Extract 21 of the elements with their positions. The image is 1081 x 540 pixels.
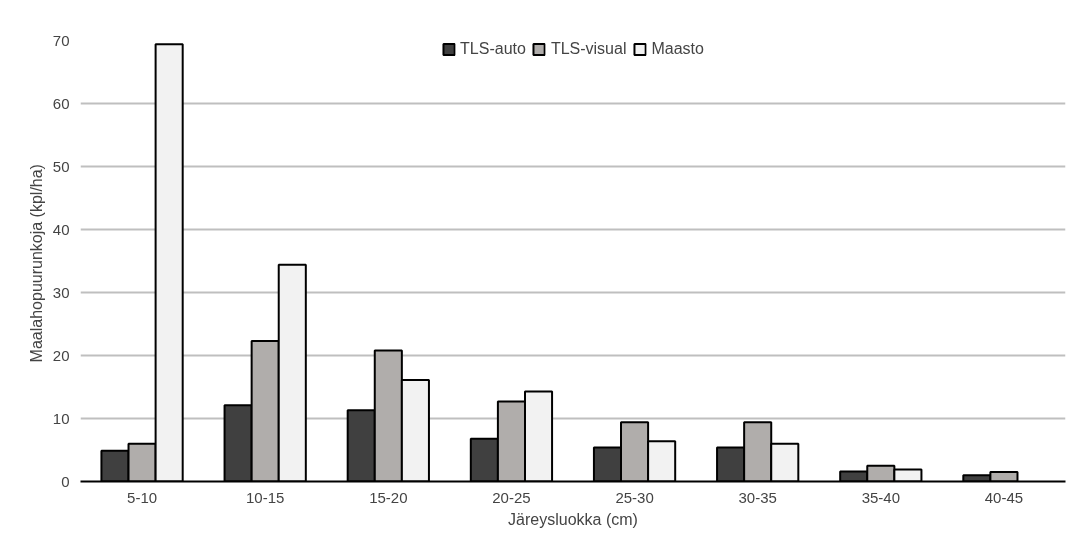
x-tick-label: 25-30 xyxy=(615,488,654,506)
y-tick-label: 60 xyxy=(52,94,70,112)
legend-label: TLS-auto xyxy=(460,40,526,58)
x-tick-label: 15-20 xyxy=(369,488,408,506)
legend-label: Maasto xyxy=(651,40,704,58)
y-tick-label: 10 xyxy=(52,409,70,427)
legend-label: TLS-visual xyxy=(550,40,627,58)
x-tick-label: 40-45 xyxy=(984,488,1024,506)
y-tick-label: 30 xyxy=(52,283,70,301)
x-tick-label: 20-25 xyxy=(492,488,531,506)
y-tick-label: 0 xyxy=(61,472,70,490)
y-tick-label: 50 xyxy=(52,157,70,175)
y-axis-title: Maalahopuurunkoja (kpl/ha) xyxy=(27,164,45,363)
x-tick-label: 5-10 xyxy=(127,488,158,506)
x-tick-label: 30-35 xyxy=(738,488,777,506)
x-axis-title: Järeysluokka (cm) xyxy=(508,510,638,528)
y-tick-label: 20 xyxy=(52,346,70,364)
y-tick-label: 70 xyxy=(52,31,70,49)
x-tick-label: 10-15 xyxy=(246,488,285,506)
y-tick-label: 40 xyxy=(52,220,70,238)
x-tick-label: 35-40 xyxy=(861,488,901,506)
